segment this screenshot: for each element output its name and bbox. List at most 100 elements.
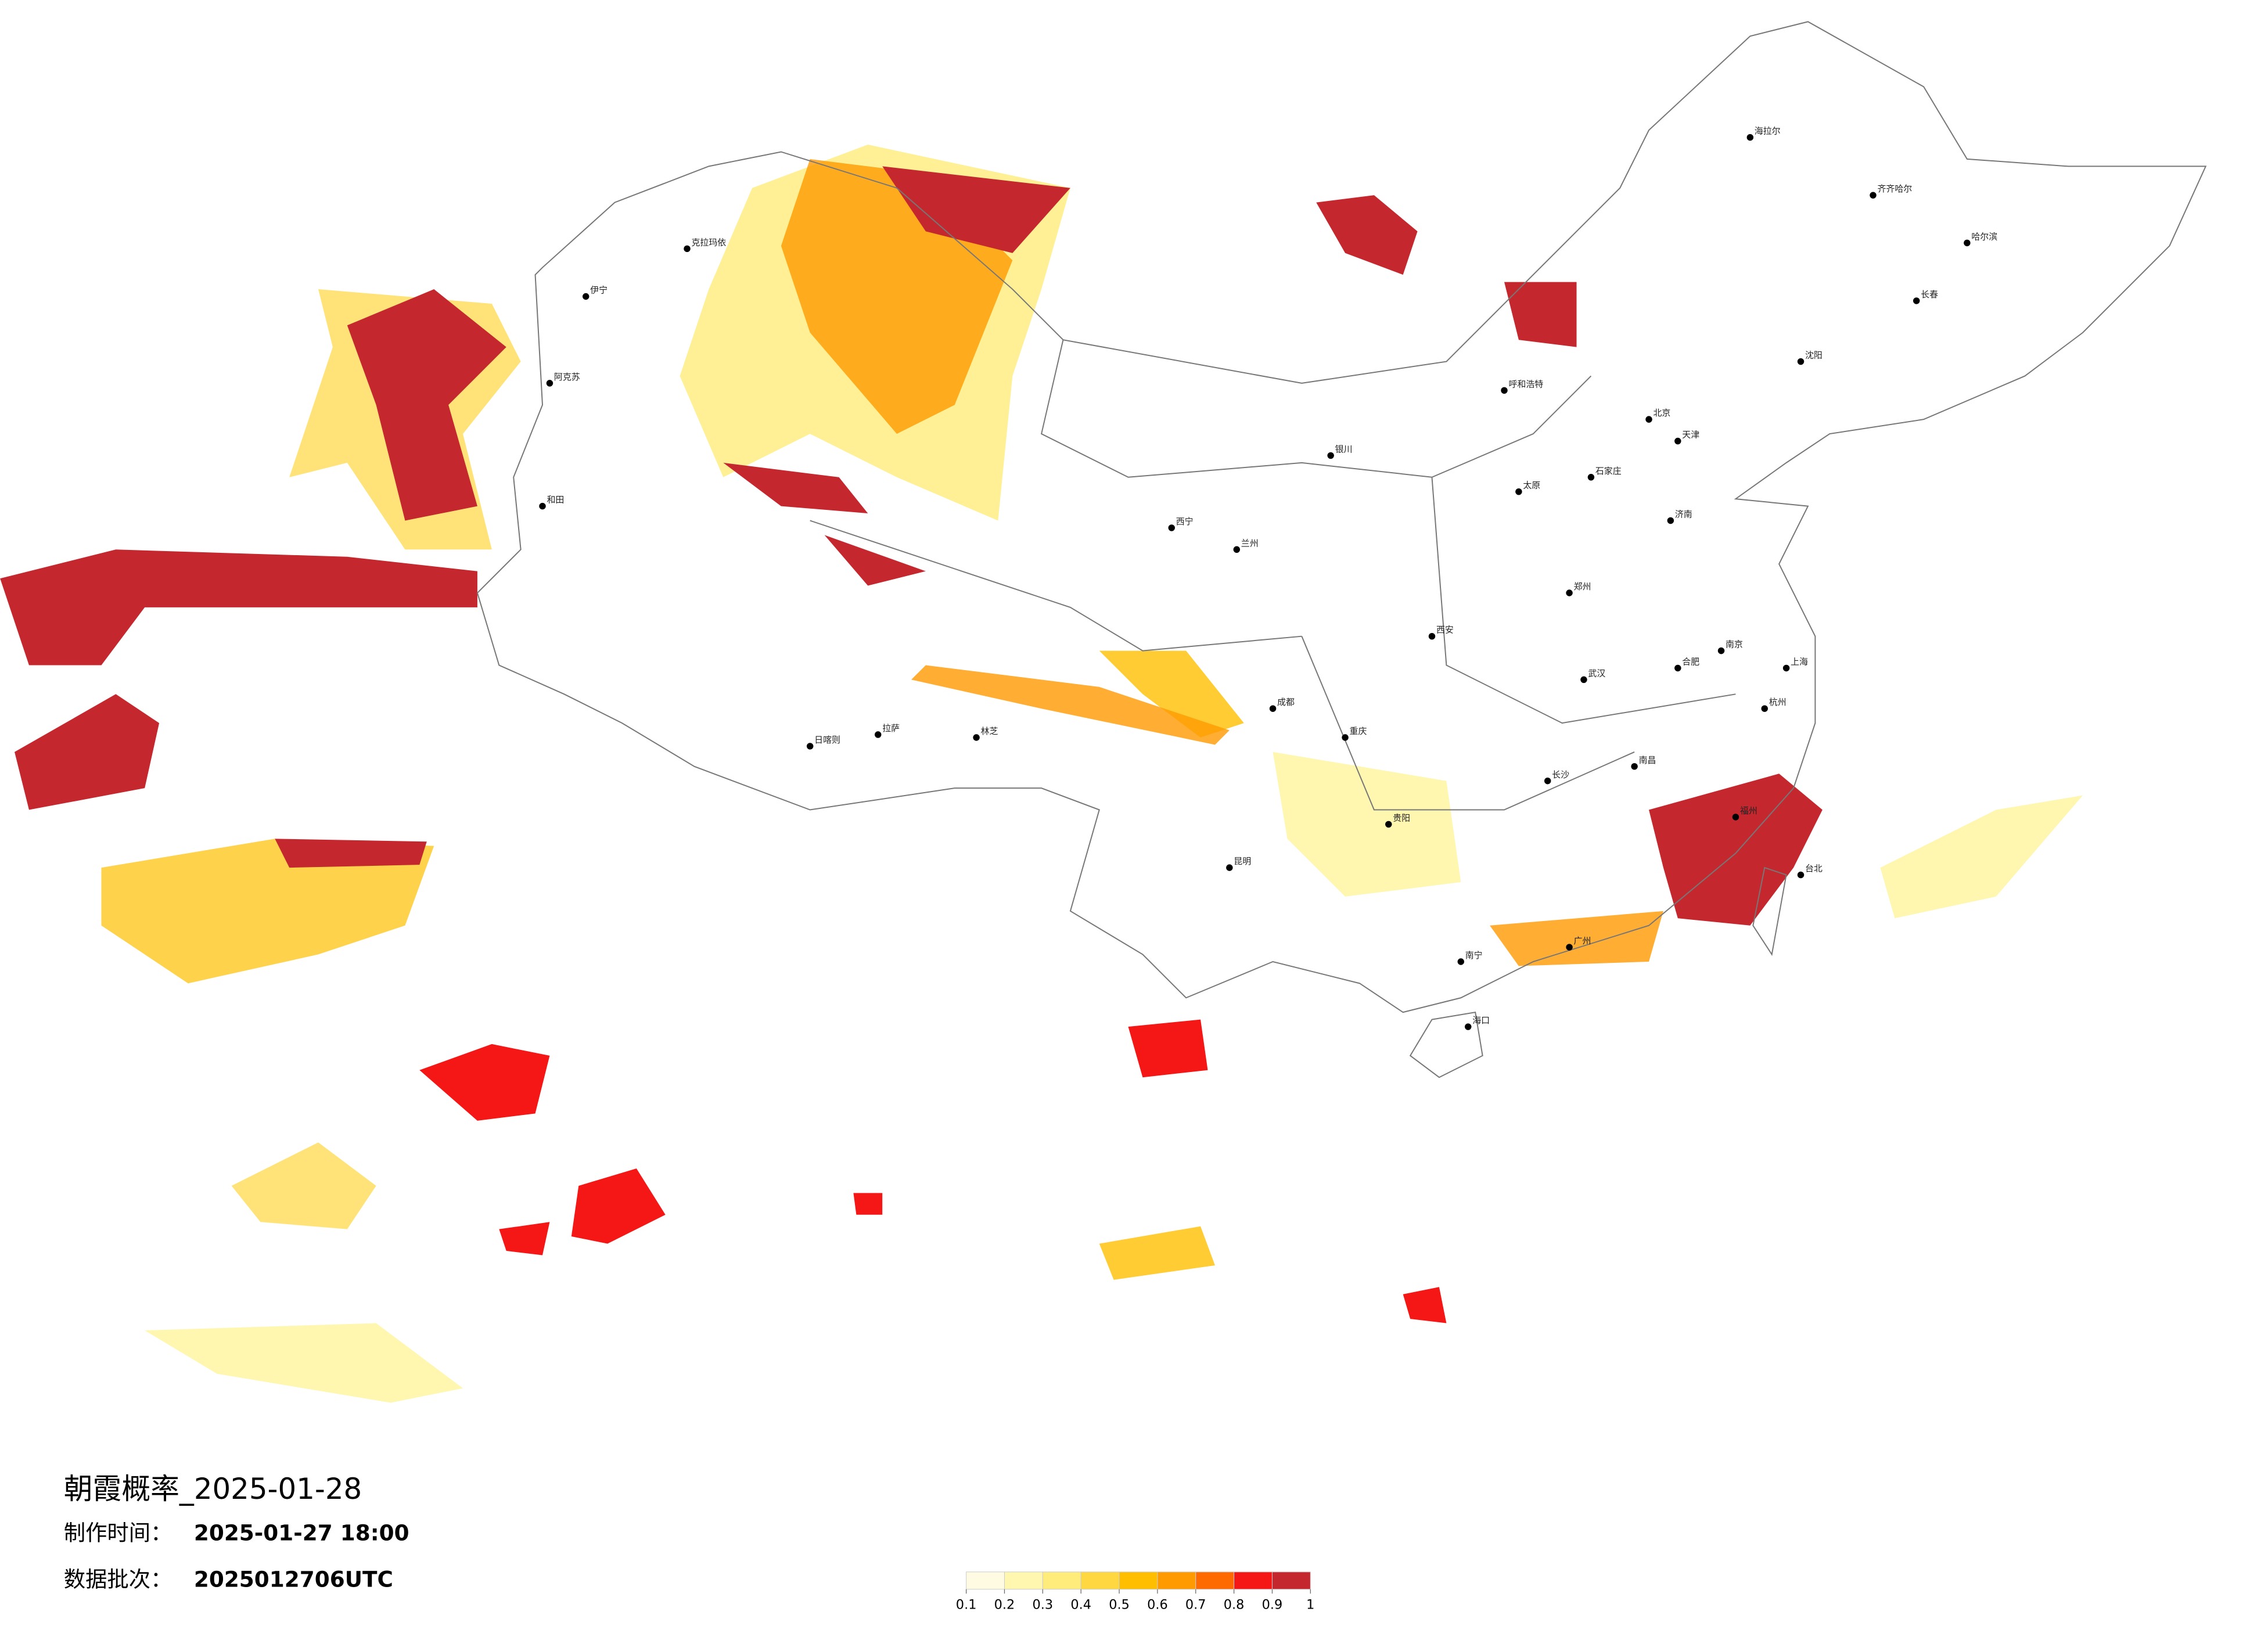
city-label: 沈阳 [1805, 350, 1823, 361]
city-dot [1667, 517, 1674, 524]
city-dot [1797, 871, 1805, 879]
probability-area [0, 549, 477, 665]
city-label: 兰州 [1241, 538, 1259, 548]
city-label: 昆明 [1234, 856, 1251, 866]
city-dot [1782, 664, 1790, 672]
city-dot [806, 743, 814, 750]
city-label: 杭州 [1769, 697, 1787, 707]
city-dot [582, 293, 590, 300]
city-label: 哈尔滨 [1971, 231, 1997, 242]
city-label: 海拉尔 [1755, 126, 1781, 136]
city-dot [1645, 416, 1652, 423]
legend-tick-label: 0.4 [1070, 1598, 1091, 1613]
probability-area [1099, 1226, 1215, 1280]
city-dot [1465, 1023, 1472, 1030]
legend-tick-label: 0.7 [1185, 1598, 1206, 1613]
legend-tick-label: 0.8 [1224, 1598, 1245, 1613]
legend-swatch [966, 1571, 1005, 1590]
legend-swatch [1234, 1571, 1273, 1590]
city-dot [1327, 452, 1334, 459]
probability-area [824, 535, 926, 586]
probability-area [101, 839, 434, 984]
city-label: 海口 [1472, 1015, 1490, 1026]
probability-area [419, 1044, 550, 1121]
probability-area [1649, 774, 1823, 926]
boundaries [476, 21, 2207, 1078]
city-label: 北京 [1653, 408, 1670, 418]
city-dot [1761, 705, 1768, 712]
city-label: 台北 [1805, 864, 1823, 874]
city-dot [1913, 297, 1920, 304]
batch-label: 数据批次： [64, 1566, 172, 1592]
city-label: 南宁 [1465, 950, 1483, 961]
legend-swatch [1119, 1571, 1158, 1590]
city-dot [1566, 944, 1573, 951]
probability-area [1273, 751, 1461, 897]
city-dot [1717, 647, 1725, 654]
legend-tick-label: 0.5 [1109, 1598, 1130, 1613]
city-label: 呼和浩特 [1508, 379, 1543, 389]
city-dot [875, 731, 882, 738]
city-label: 南昌 [1639, 755, 1656, 765]
city-label: 长沙 [1552, 769, 1569, 780]
probability-area [1880, 795, 2083, 919]
city-dot [1168, 524, 1175, 531]
city-label: 长春 [1921, 289, 1938, 300]
map-title: 朝霞概率_2025-01-28 [64, 1472, 362, 1506]
city-dot [1964, 239, 1971, 247]
made-time-label: 制作时间： [64, 1520, 172, 1546]
probability-area [145, 1323, 463, 1403]
city-dot [1269, 705, 1277, 712]
city-dot [1566, 589, 1573, 596]
city-label: 西宁 [1176, 516, 1194, 527]
city-dot [1342, 734, 1349, 741]
city-label: 济南 [1675, 509, 1692, 520]
probability-area [723, 462, 868, 514]
city-dot [1674, 437, 1681, 445]
city-dot [684, 245, 691, 253]
city-label: 郑州 [1574, 581, 1591, 592]
city-label: 天津 [1682, 430, 1699, 440]
island-outline [1752, 866, 1787, 956]
city-label: 广州 [1574, 936, 1591, 946]
city-label: 和田 [547, 495, 564, 505]
city-label: 林芝 [981, 726, 998, 736]
probability-area [1316, 195, 1418, 275]
city-label: 克拉玛依 [691, 237, 726, 247]
legend: 0.1 0.2 0.3 0.4 0.5 0.6 0.7 0.8 0.9 1 [956, 1571, 1314, 1613]
province-border [810, 339, 1736, 811]
probability-area [231, 1142, 376, 1229]
probability-area [1403, 1287, 1447, 1323]
city-label: 石家庄 [1595, 466, 1622, 476]
city-dot [1580, 676, 1587, 684]
probability-area [882, 166, 1070, 253]
city-label: 拉萨 [882, 723, 900, 733]
city-label: 日喀则 [814, 735, 840, 745]
city-label: 太原 [1523, 480, 1540, 491]
probability-area [499, 1222, 550, 1256]
city-dot [1797, 358, 1805, 365]
city-dot [1515, 488, 1522, 495]
city-dot [1385, 821, 1392, 828]
city-dot [1501, 387, 1508, 394]
city-dot [1233, 546, 1241, 553]
city-dot [1732, 814, 1739, 821]
probability-area [1128, 1019, 1208, 1078]
probability-area [571, 1168, 666, 1244]
legend-swatch [1195, 1571, 1235, 1590]
city-label: 上海 [1791, 657, 1808, 667]
batch: 2025012706UTC [194, 1566, 393, 1592]
probability-area [1099, 650, 1244, 738]
legend-swatch [1004, 1571, 1043, 1590]
city-label: 福州 [1740, 805, 1757, 816]
city-dot [1226, 864, 1233, 871]
city-label: 重庆 [1350, 726, 1367, 736]
made-time: 2025-01-27 18:00 [194, 1520, 409, 1546]
city-dot [1631, 763, 1638, 770]
city-label: 贵阳 [1393, 812, 1410, 823]
probability-area [15, 694, 160, 810]
city-label: 合肥 [1682, 657, 1699, 667]
